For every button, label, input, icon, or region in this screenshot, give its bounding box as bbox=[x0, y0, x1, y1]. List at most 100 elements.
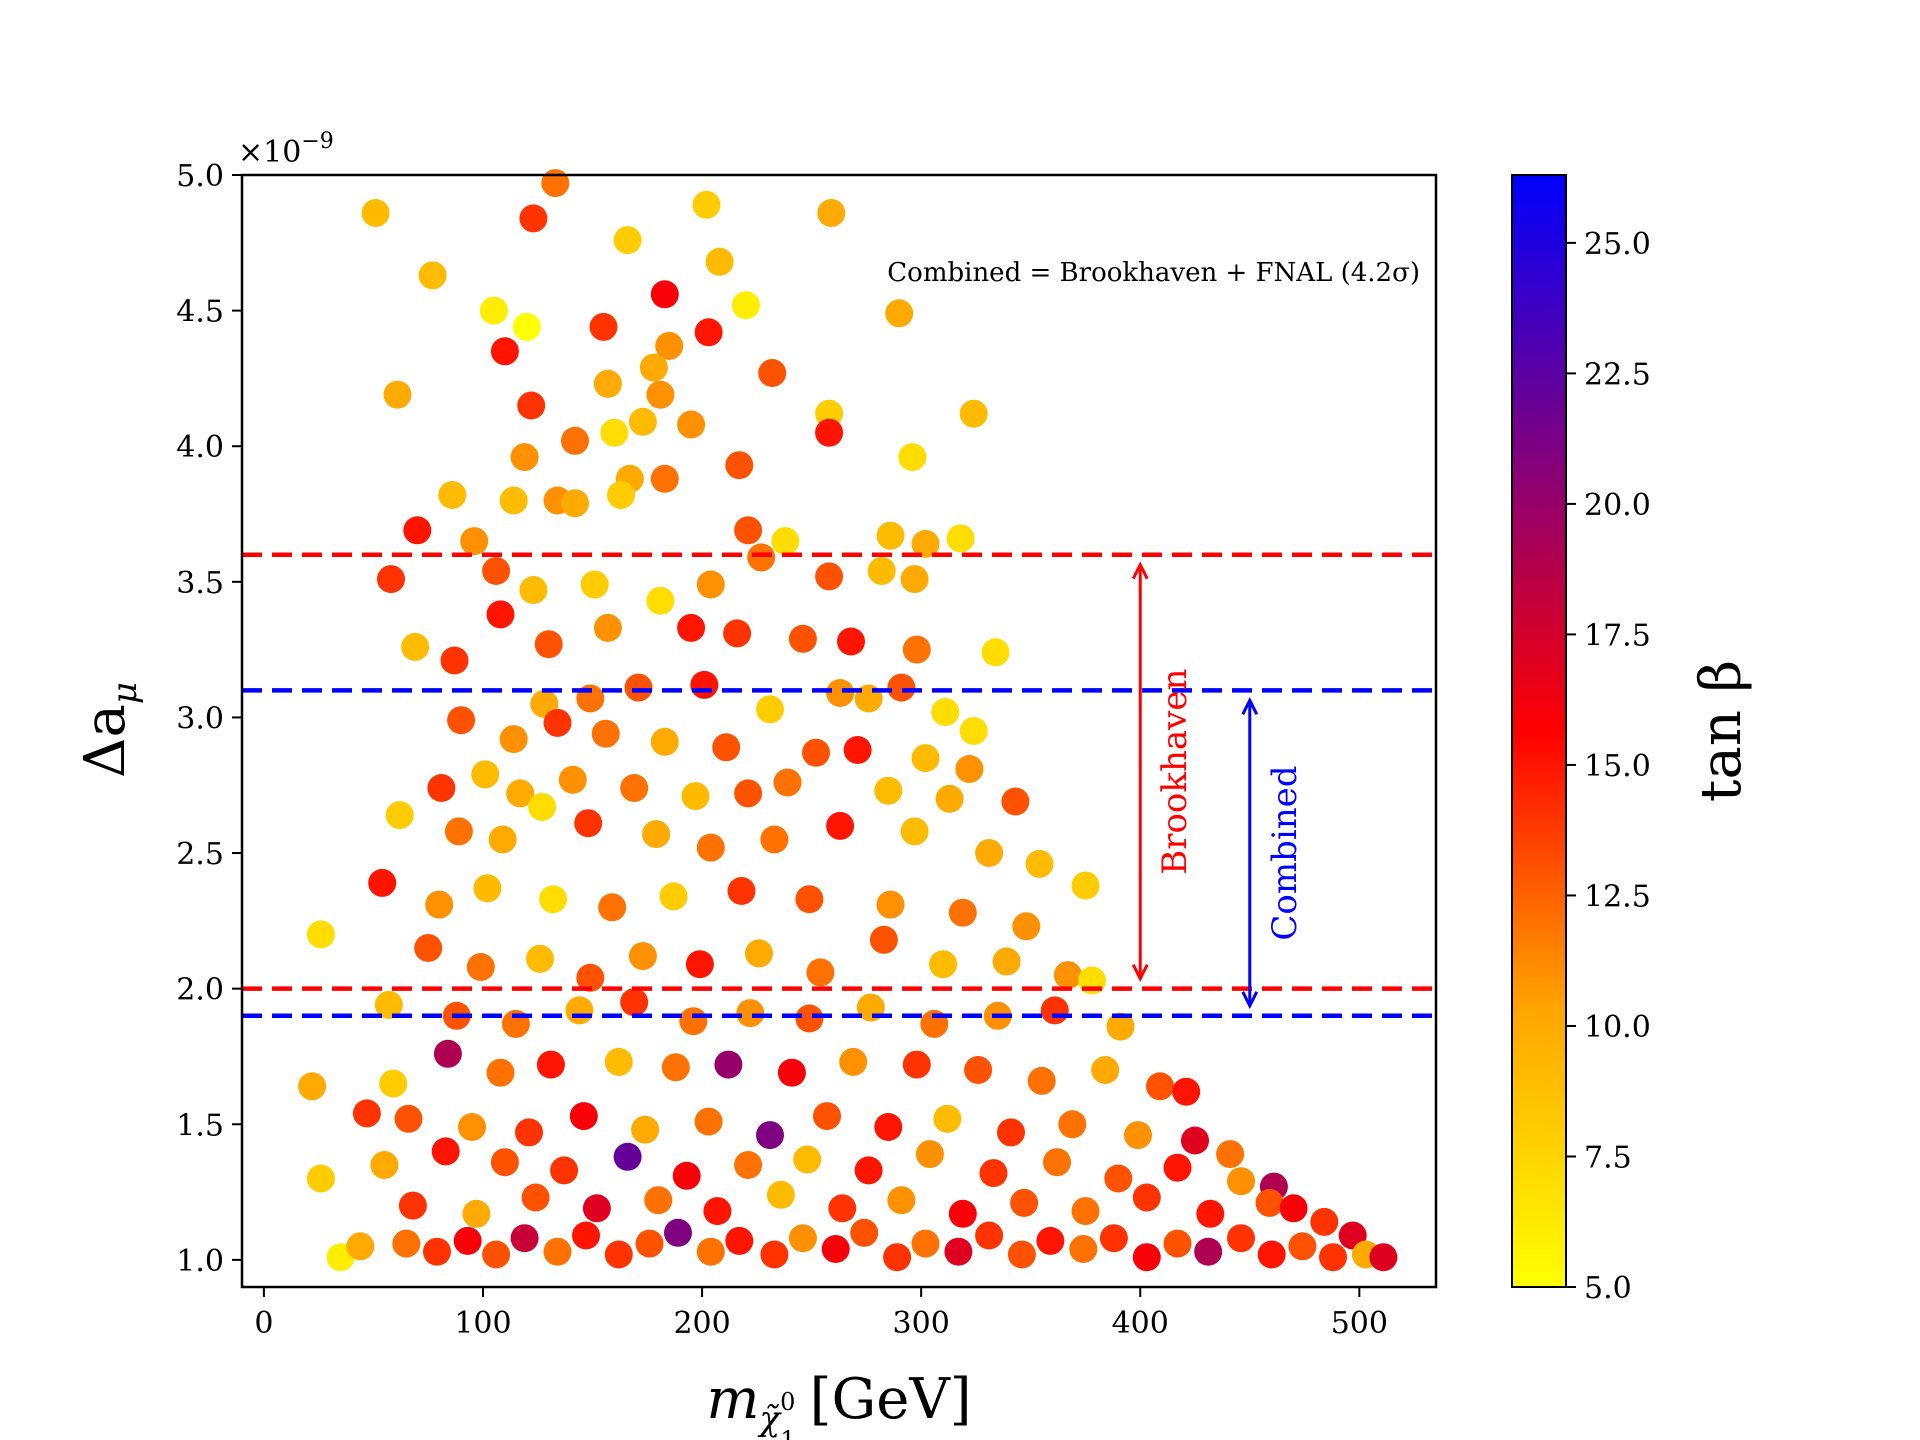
y-tick-label: 1.5 bbox=[176, 1108, 224, 1143]
scatter-point bbox=[550, 1156, 579, 1185]
scatter-point bbox=[558, 765, 587, 794]
scatter-point bbox=[850, 1218, 879, 1247]
scatter-point bbox=[1010, 1188, 1039, 1217]
y-multiplier: ×10−9 bbox=[238, 129, 334, 170]
scatter-point bbox=[569, 1102, 598, 1131]
scatter-point bbox=[1040, 996, 1069, 1025]
scatter-point bbox=[1058, 1110, 1087, 1139]
scatter-point bbox=[1194, 1237, 1223, 1266]
scatter-point bbox=[1172, 1077, 1201, 1106]
scatter-point bbox=[631, 1115, 660, 1144]
colorbar-tick-label: 7.5 bbox=[1584, 1140, 1632, 1175]
scatter-point bbox=[992, 947, 1021, 976]
colorbar-label: tan β bbox=[1689, 660, 1754, 802]
scatter-point bbox=[837, 627, 865, 656]
scatter-point bbox=[1288, 1232, 1317, 1261]
scatter-point bbox=[510, 443, 539, 472]
scatter-point bbox=[515, 1118, 543, 1147]
colorbar-tick-label: 25.0 bbox=[1584, 227, 1651, 262]
scatter-point bbox=[981, 638, 1010, 667]
scatter-point bbox=[677, 410, 706, 439]
scatter-point bbox=[817, 199, 846, 227]
scatter-point bbox=[582, 1194, 611, 1223]
scatter-point bbox=[1069, 1235, 1098, 1263]
scatter-point bbox=[876, 521, 905, 550]
scatter-point bbox=[1227, 1224, 1255, 1253]
scatter-point bbox=[306, 920, 335, 949]
scatter-point bbox=[383, 380, 412, 409]
scatter-point bbox=[499, 486, 528, 515]
scatter-points bbox=[298, 169, 1398, 1272]
scatter-point bbox=[731, 291, 760, 320]
colorbar-tick-label: 12.5 bbox=[1584, 879, 1651, 914]
scatter-point bbox=[604, 1047, 633, 1076]
scatter-point bbox=[760, 825, 789, 854]
scatter-point bbox=[613, 226, 642, 255]
colorbar-ticks: 5.0 7.5 10.0 12.5 15.0 17.5 20.0 22.5 25.0 bbox=[1566, 227, 1651, 1306]
scatter-point bbox=[1163, 1229, 1192, 1258]
scatter-point bbox=[795, 885, 824, 914]
scatter-point bbox=[438, 481, 467, 509]
scatter-point bbox=[1071, 1197, 1100, 1226]
scatter-point bbox=[510, 1224, 539, 1253]
colorbar-tick-label: 10.0 bbox=[1584, 1010, 1651, 1045]
scatter-point bbox=[370, 1151, 399, 1179]
scatter-point bbox=[1279, 1194, 1308, 1223]
y-tick-label: 2.0 bbox=[176, 973, 224, 1008]
scatter-point bbox=[541, 169, 570, 198]
scatter-point bbox=[528, 792, 557, 821]
scatter-point bbox=[813, 1102, 841, 1131]
scatter-point bbox=[466, 953, 495, 981]
scatter-point bbox=[946, 524, 975, 553]
scatter-point bbox=[677, 613, 706, 642]
scatter-point bbox=[486, 1058, 515, 1087]
scatter-point bbox=[1001, 787, 1030, 816]
scatter-point bbox=[929, 950, 958, 979]
arrow-label: Combined bbox=[1265, 765, 1305, 940]
scatter-point bbox=[374, 990, 403, 1019]
scatter-point bbox=[1043, 1148, 1071, 1177]
scatter-point bbox=[885, 299, 914, 328]
scatter-point bbox=[377, 565, 405, 594]
scatter-point bbox=[839, 1047, 868, 1076]
scatter-point bbox=[793, 1145, 822, 1174]
scatter-point bbox=[368, 868, 397, 897]
scatter-point bbox=[933, 1104, 962, 1133]
scatter-point bbox=[462, 1199, 491, 1228]
scatter-point bbox=[975, 839, 1004, 867]
arrow-head bbox=[1241, 991, 1259, 1010]
colorbar bbox=[1511, 174, 1567, 1288]
scatter-point bbox=[725, 451, 754, 480]
scatter-point bbox=[802, 738, 830, 767]
scatter-point bbox=[385, 801, 414, 830]
y-tick-label: 3.0 bbox=[176, 701, 224, 736]
scatter-point bbox=[815, 418, 844, 447]
scatter-point bbox=[440, 646, 469, 675]
scatter-point bbox=[482, 1240, 511, 1269]
scatter-point bbox=[346, 1232, 375, 1261]
scatter-point bbox=[1071, 871, 1100, 900]
scatter-point bbox=[1216, 1140, 1245, 1169]
scatter-point bbox=[1369, 1243, 1398, 1272]
scatter-point bbox=[392, 1229, 421, 1258]
scatter-point bbox=[745, 939, 773, 968]
scatter-point bbox=[1319, 1243, 1347, 1272]
scatter-point bbox=[1146, 1072, 1174, 1101]
scatter-point bbox=[959, 399, 988, 428]
scatter-point bbox=[613, 1142, 642, 1171]
scatter-point bbox=[828, 1194, 857, 1223]
scatter-point bbox=[948, 898, 977, 927]
scatter-point bbox=[635, 1229, 664, 1258]
scatter-point bbox=[736, 999, 765, 1028]
scatter-point bbox=[915, 1140, 944, 1169]
scatter-point bbox=[874, 1113, 903, 1141]
scatter-point bbox=[427, 774, 456, 802]
colorbar-tick-label: 17.5 bbox=[1584, 618, 1651, 653]
scatter-point bbox=[650, 727, 679, 756]
scatter-point bbox=[712, 733, 741, 762]
colorbar-tick-label: 22.5 bbox=[1584, 357, 1651, 392]
y-axis-label: Δaμ bbox=[73, 682, 145, 778]
arrow-head bbox=[1131, 561, 1149, 580]
scatter-point bbox=[664, 1218, 692, 1247]
